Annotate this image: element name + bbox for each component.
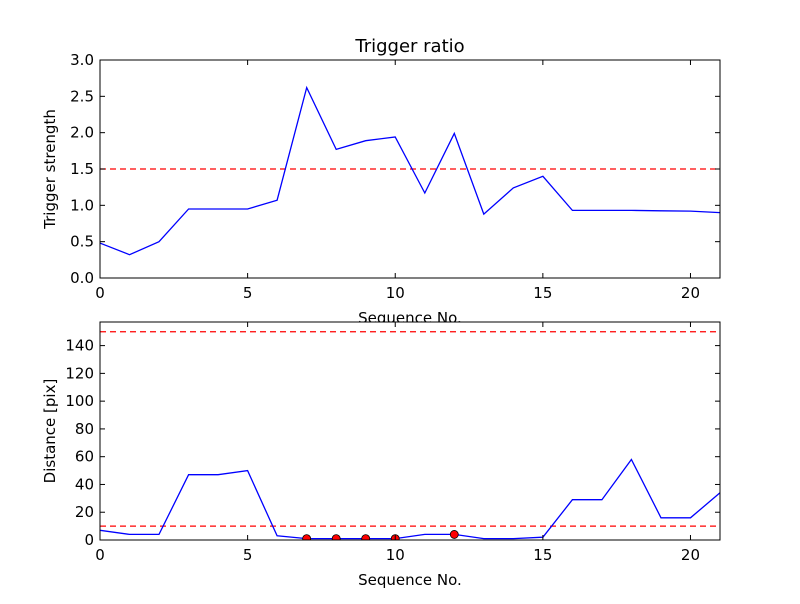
y-tick-label-1-3: 60 (75, 448, 94, 466)
y-tick-label-1-0: 0 (84, 531, 94, 549)
marker-point-1-1 (331, 534, 341, 540)
chart-title-0: Trigger ratio (354, 36, 464, 57)
y-tick-label-0-0: 0.0 (70, 269, 94, 287)
y-tick-label-1-4: 80 (75, 420, 94, 438)
y-tick-label-0-1: 0.5 (70, 233, 94, 251)
y-tick-label-1-5: 100 (65, 392, 94, 410)
panel-1-background (100, 322, 720, 540)
y-tick-label-1-6: 120 (65, 364, 94, 382)
marker-point-1-0 (302, 534, 312, 540)
y-tick-label-1-1: 20 (75, 503, 94, 521)
x-tick-label-1-0: 0 (95, 546, 105, 564)
plot-area-0 (100, 85, 720, 256)
axes-frame-1 (99, 321, 721, 541)
x-tick-label-1-2: 10 (386, 546, 405, 564)
plot-area-1 (100, 331, 720, 540)
x-tick-label-0-1: 5 (243, 284, 253, 302)
y-axis-label-1: Distance [pix] (41, 379, 59, 484)
x-tick-label-0-0: 0 (95, 284, 105, 302)
y-tick-label-0-6: 3.0 (70, 51, 94, 69)
x-tick-label-0-3: 15 (533, 284, 552, 302)
y-tick-label-0-2: 1.0 (70, 196, 94, 214)
y-tick-label-0-4: 2.0 (70, 124, 94, 142)
x-tick-label-1-4: 20 (681, 546, 700, 564)
marker-point-1-2 (361, 534, 371, 540)
y-tick-label-1-2: 40 (75, 475, 94, 493)
series-line-0-0 (100, 85, 720, 256)
series-line-1-0 (100, 458, 720, 540)
marker-point-1-4 (449, 530, 459, 539)
x-tick-label-1-3: 15 (533, 546, 552, 564)
y-tick-label-0-3: 1.5 (70, 160, 94, 178)
x-tick-label-1-1: 5 (243, 546, 253, 564)
x-tick-label-0-4: 20 (681, 284, 700, 302)
y-tick-label-0-5: 2.5 (70, 87, 94, 105)
chart-panel-1: 0 5 10 15 20 0 20 40 60 80 100 120 140 Sequence No. Di… (41, 321, 721, 589)
x-axis-label-1: Sequence No. (358, 571, 462, 589)
y-tick-label-1-7: 140 (65, 337, 94, 355)
y-axis-label-0: Trigger strength (41, 109, 59, 230)
x-tick-label-0-2: 10 (386, 284, 405, 302)
